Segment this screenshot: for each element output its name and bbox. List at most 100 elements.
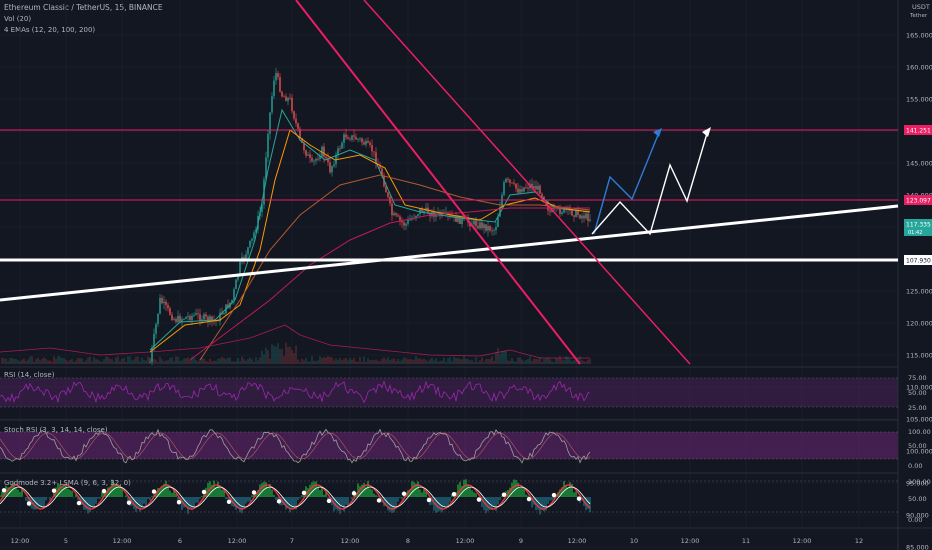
time-label: 12:00 [113,537,132,545]
volume-bar [285,342,287,364]
volume-bar [373,360,375,364]
candle-body [371,145,373,152]
candle-body [165,301,167,305]
volume-bar [343,359,345,364]
candle-body [357,139,359,140]
candle-body [327,158,329,163]
candle-body [169,308,171,315]
volume-bar [109,358,111,364]
price-candles[interactable] [149,67,591,365]
volume-bar [443,357,445,364]
volume-bar [305,358,307,364]
candle-body [255,229,257,233]
candle-body [403,222,405,226]
volume-bar [19,361,21,364]
candle-body [203,314,205,320]
volume-bar [559,356,561,364]
support-trendline-rising[interactable] [0,204,899,302]
candle-body [349,138,351,140]
volume-bar [147,356,149,364]
volume-bar [63,357,65,364]
godmode-signal-line [0,484,591,510]
candle-body [535,186,537,190]
candle-body [497,216,499,228]
volume-bar [107,357,109,364]
candle-body [195,313,197,315]
volume-bar [393,358,395,364]
candle-body [291,97,293,112]
volume-bar [321,357,323,364]
rsi-pane-title[interactable]: RSI (14, close) [4,371,55,379]
downtrend-line-upper[interactable] [363,0,691,365]
volume-bar [497,348,499,364]
projection-path-blue[interactable] [593,129,661,235]
candle-body [299,128,301,139]
candle-body [359,138,361,140]
volume-bar [363,356,365,364]
time-label: 12:00 [793,537,812,545]
volume-bar [7,361,9,364]
volume-bar [427,361,429,364]
stoch-tick: 0.00 [908,462,922,470]
stoch-pane-title[interactable]: Stoch RSI (3, 3, 14, 14, close) [4,426,108,434]
price-tag-current-text: 117.335 [906,222,931,229]
volume-bar [411,359,413,364]
volume-bar [519,357,521,364]
legend-emas[interactable]: 4 EMAs (12, 20, 100, 200) [4,26,96,34]
volume-bar [487,359,489,364]
volume-bar [41,359,43,364]
godmode-dot [301,490,307,496]
price-tick: 85.000 [906,544,929,550]
volume-bar [257,360,259,364]
volume-bar [587,359,589,364]
volume-bar [467,359,469,364]
time-label: 5 [64,537,68,545]
time-label: 6 [178,537,182,545]
volume-bars [0,324,591,364]
volume-bar [177,356,179,364]
candle-body [399,216,401,221]
godmode-dot [576,496,582,501]
volume-bar [11,357,13,364]
volume-bar [61,357,63,364]
volume-bar [159,356,161,364]
volume-bar [243,359,245,364]
legend-symbol[interactable]: Ethereum Classic / TetherUS, 15, BINANCE [4,3,163,12]
volume-bar [461,359,463,364]
volume-bar [157,361,159,364]
volume-bar [37,357,39,364]
price-tag-lower [904,255,932,265]
candle-body [489,226,491,231]
volume-bar [505,351,507,364]
candle-body [419,208,421,215]
time-axis-labels[interactable]: 12:00 5 12:00 6 12:00 7 12:00 8 12:00 9 12:00 10 12:… [11,537,864,545]
candle-body [171,314,173,320]
candle-body [589,219,591,221]
godmode-dot [526,496,532,502]
volume-bar [495,352,497,364]
volume-bar [13,358,15,364]
volume-bar [339,357,341,364]
price-tag-current [904,219,932,236]
candle-body [523,187,525,192]
candle-body [353,135,355,137]
volume-bar [517,357,519,364]
volume-bar [359,356,361,364]
godmode-pane-title[interactable]: Godmode 3.2+ LSMA (9, 6, 3, 32, 0) [4,479,131,487]
volume-bar [217,358,219,364]
candle-body [501,194,503,208]
candle-body [151,347,153,362]
volume-bar [245,360,247,364]
legend-volume[interactable]: Vol (20) [4,15,32,23]
candle-body [271,96,273,113]
volume-bar [457,357,459,364]
volume-bar [523,361,525,364]
candle-body [305,150,307,156]
volume-bar [283,355,285,364]
downtrend-line-lower[interactable] [295,0,581,365]
candle-body [417,214,419,216]
volume-bar [449,357,451,364]
volume-bar [91,361,93,364]
projection-path-white[interactable] [591,129,709,236]
